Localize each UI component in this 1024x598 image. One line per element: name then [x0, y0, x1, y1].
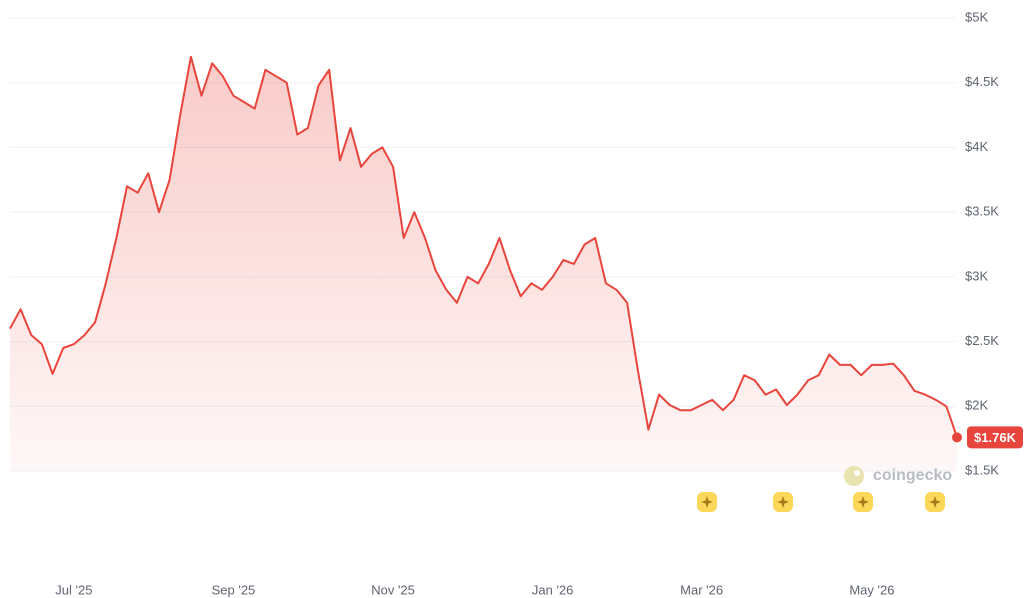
y-tick-label: $3K: [965, 268, 988, 283]
plot: $1.76K: [9, 55, 1023, 472]
x-tick-label: May '26: [849, 582, 894, 597]
event-badge: [853, 492, 873, 512]
event-badges: [697, 492, 945, 512]
y-tick-label: $1.5K: [965, 462, 999, 477]
price-badge: [967, 426, 1023, 449]
price-label: $1.76K: [974, 430, 1017, 445]
y-tick-label: $4K: [965, 139, 988, 154]
event-badge: [925, 492, 945, 512]
x-tick-label: Jul '25: [55, 582, 92, 597]
x-tick-label: Nov '25: [371, 582, 415, 597]
y-tick-label: $3.5K: [965, 204, 999, 219]
y-tick-label: $2.5K: [965, 333, 999, 348]
logo-icon: [844, 466, 864, 486]
logo-eye: [854, 470, 860, 476]
watermark: coingecko: [873, 467, 952, 484]
x-tick-label: Sep '25: [212, 582, 256, 597]
event-badge: [697, 492, 717, 512]
last-price-dot: [952, 432, 962, 443]
price-line: [9, 55, 958, 438]
grid: $1.5K $2K $2.5K $3K $3.5K $4K $4.5K $5K Jul '25 S…: [10, 9, 999, 597]
watermark-logo: [844, 466, 864, 486]
event-badge: [773, 492, 793, 512]
y-tick-label: $5K: [965, 9, 988, 24]
x-tick-label: Mar '26: [680, 582, 723, 597]
y-tick-label: $2K: [965, 398, 988, 413]
x-tick-label: Jan '26: [532, 582, 574, 597]
y-tick-label: $4.5K: [965, 74, 999, 89]
price-area: [10, 56, 957, 472]
